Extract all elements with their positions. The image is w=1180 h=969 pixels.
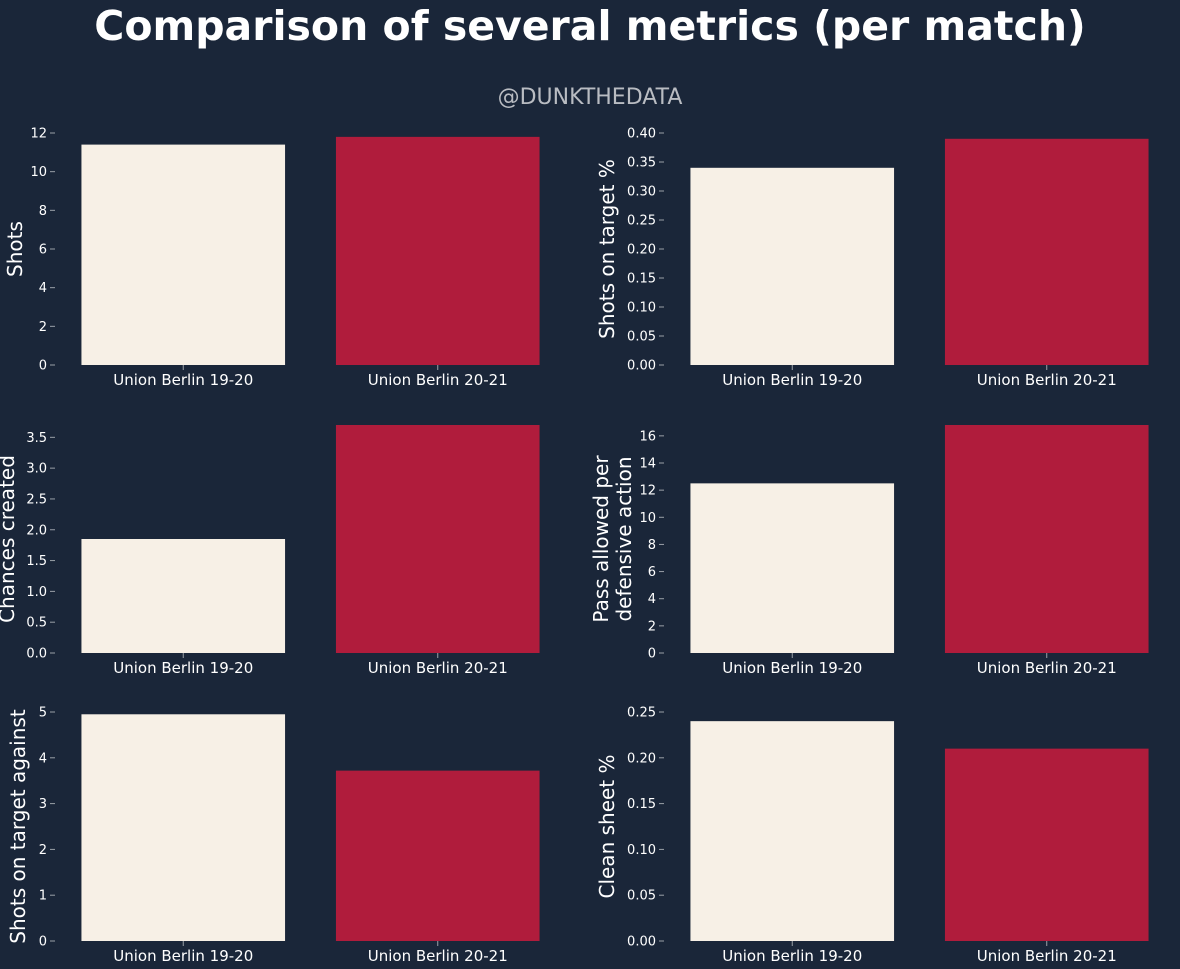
x-tick-label: Union Berlin 19-20	[722, 659, 862, 677]
y-tick-label: 14	[639, 457, 656, 472]
y-tick-label: 3.5	[26, 431, 47, 446]
y-tick-label: 0.05	[627, 889, 656, 904]
x-tick-label: Union Berlin 19-20	[113, 947, 253, 965]
bar	[944, 425, 1149, 653]
y-tick-label: 0.20	[627, 751, 656, 766]
bar	[335, 425, 540, 653]
chart-panel: Union Berlin 19-20 Union Berlin 20-21 0.00…	[595, 706, 1149, 965]
x-tick-label: Union Berlin 20-21	[368, 659, 508, 677]
y-tick-label: 0.00	[627, 935, 656, 950]
bar	[944, 748, 1149, 941]
y-tick-label: 4	[39, 281, 47, 296]
y-tick-label: 0	[648, 647, 656, 662]
y-tick-label: 0.25	[627, 214, 656, 229]
bar	[335, 770, 540, 941]
y-tick-label: 6	[648, 565, 656, 580]
y-axis-label: Shots	[3, 221, 27, 277]
y-tick-label: 2	[648, 619, 656, 634]
x-tick-label: Union Berlin 19-20	[722, 947, 862, 965]
y-tick-label: 6	[39, 243, 47, 258]
y-tick-label: 1.0	[26, 585, 47, 600]
y-tick-label: 2.0	[26, 523, 47, 538]
y-tick-label: 0.20	[627, 243, 656, 258]
y-tick-label: 0.35	[627, 156, 656, 171]
y-tick-label: 16	[639, 429, 656, 444]
y-tick-label: 0.15	[627, 797, 656, 812]
y-tick-label: 0.10	[627, 843, 656, 858]
chart-panel: Union Berlin 19-20 Union Berlin 20-21 0 2 4 6…	[3, 127, 540, 389]
bar	[690, 721, 895, 941]
y-tick-label: 12	[30, 127, 47, 142]
y-tick-label: 3	[39, 797, 47, 812]
x-tick-label: Union Berlin 20-21	[368, 371, 508, 389]
y-tick-label: 0.30	[627, 185, 656, 200]
y-tick-label: 4	[39, 751, 47, 766]
y-axis-label: Chances created	[0, 455, 19, 623]
y-tick-label: 0.40	[627, 127, 656, 142]
y-tick-label: 4	[648, 592, 656, 607]
y-tick-label: 5	[39, 706, 47, 721]
y-axis-label: Pass allowed perdefensive action	[589, 455, 636, 623]
x-tick-label: Union Berlin 20-21	[977, 659, 1117, 677]
x-tick-label: Union Berlin 19-20	[113, 659, 253, 677]
y-tick-label: 8	[648, 538, 656, 553]
y-axis-label: Shots on target against	[6, 709, 30, 944]
chart-panel: Union Berlin 19-20 Union Berlin 20-21 0.00…	[595, 127, 1149, 389]
y-tick-label: 12	[639, 484, 656, 499]
bar	[335, 136, 540, 365]
y-tick-label: 0.25	[627, 706, 656, 721]
y-axis-label-line: defensive action	[612, 456, 636, 621]
y-tick-label: 1.5	[26, 554, 47, 569]
bar	[690, 167, 895, 365]
y-tick-label: 2.5	[26, 492, 47, 507]
y-tick-label: 2	[39, 320, 47, 335]
y-tick-label: 0	[39, 359, 47, 374]
y-tick-label: 0.00	[627, 359, 656, 374]
y-tick-label: 10	[30, 165, 47, 180]
y-tick-label: 0.0	[26, 647, 47, 662]
x-tick-label: Union Berlin 20-21	[977, 947, 1117, 965]
y-tick-label: 0.5	[26, 616, 47, 631]
x-tick-label: Union Berlin 19-20	[113, 371, 253, 389]
y-tick-label: 0.15	[627, 272, 656, 287]
x-tick-label: Union Berlin 20-21	[977, 371, 1117, 389]
y-axis-label: Clean sheet %	[595, 754, 619, 898]
y-tick-label: 8	[39, 204, 47, 219]
bar	[81, 539, 286, 653]
chart-panel: Union Berlin 19-20 Union Berlin 20-21 0 1 2 3…	[6, 706, 540, 965]
bar	[690, 483, 895, 653]
y-tick-label: 2	[39, 843, 47, 858]
chart-title: Comparison of several metrics (per match…	[94, 2, 1086, 50]
chart-panel: Union Berlin 19-20 Union Berlin 20-21 0 2 4 6…	[589, 425, 1149, 677]
y-tick-label: 0	[39, 935, 47, 950]
chart-panel: Union Berlin 19-20 Union Berlin 20-21 0.0 0…	[0, 425, 540, 677]
bar	[81, 144, 286, 365]
y-tick-label: 0.10	[627, 301, 656, 316]
chart-subtitle: @DUNKTHEDATA	[497, 85, 683, 110]
x-tick-label: Union Berlin 20-21	[368, 947, 508, 965]
y-tick-label: 3.0	[26, 462, 47, 477]
y-tick-label: 0.05	[627, 330, 656, 345]
y-axis-label: Shots on target %	[595, 159, 619, 339]
bar	[81, 714, 286, 941]
y-tick-label: 10	[639, 511, 656, 526]
y-axis-label-line: Pass allowed per	[589, 455, 613, 623]
y-tick-label: 1	[39, 889, 47, 904]
x-tick-label: Union Berlin 19-20	[722, 371, 862, 389]
bar	[944, 138, 1149, 365]
